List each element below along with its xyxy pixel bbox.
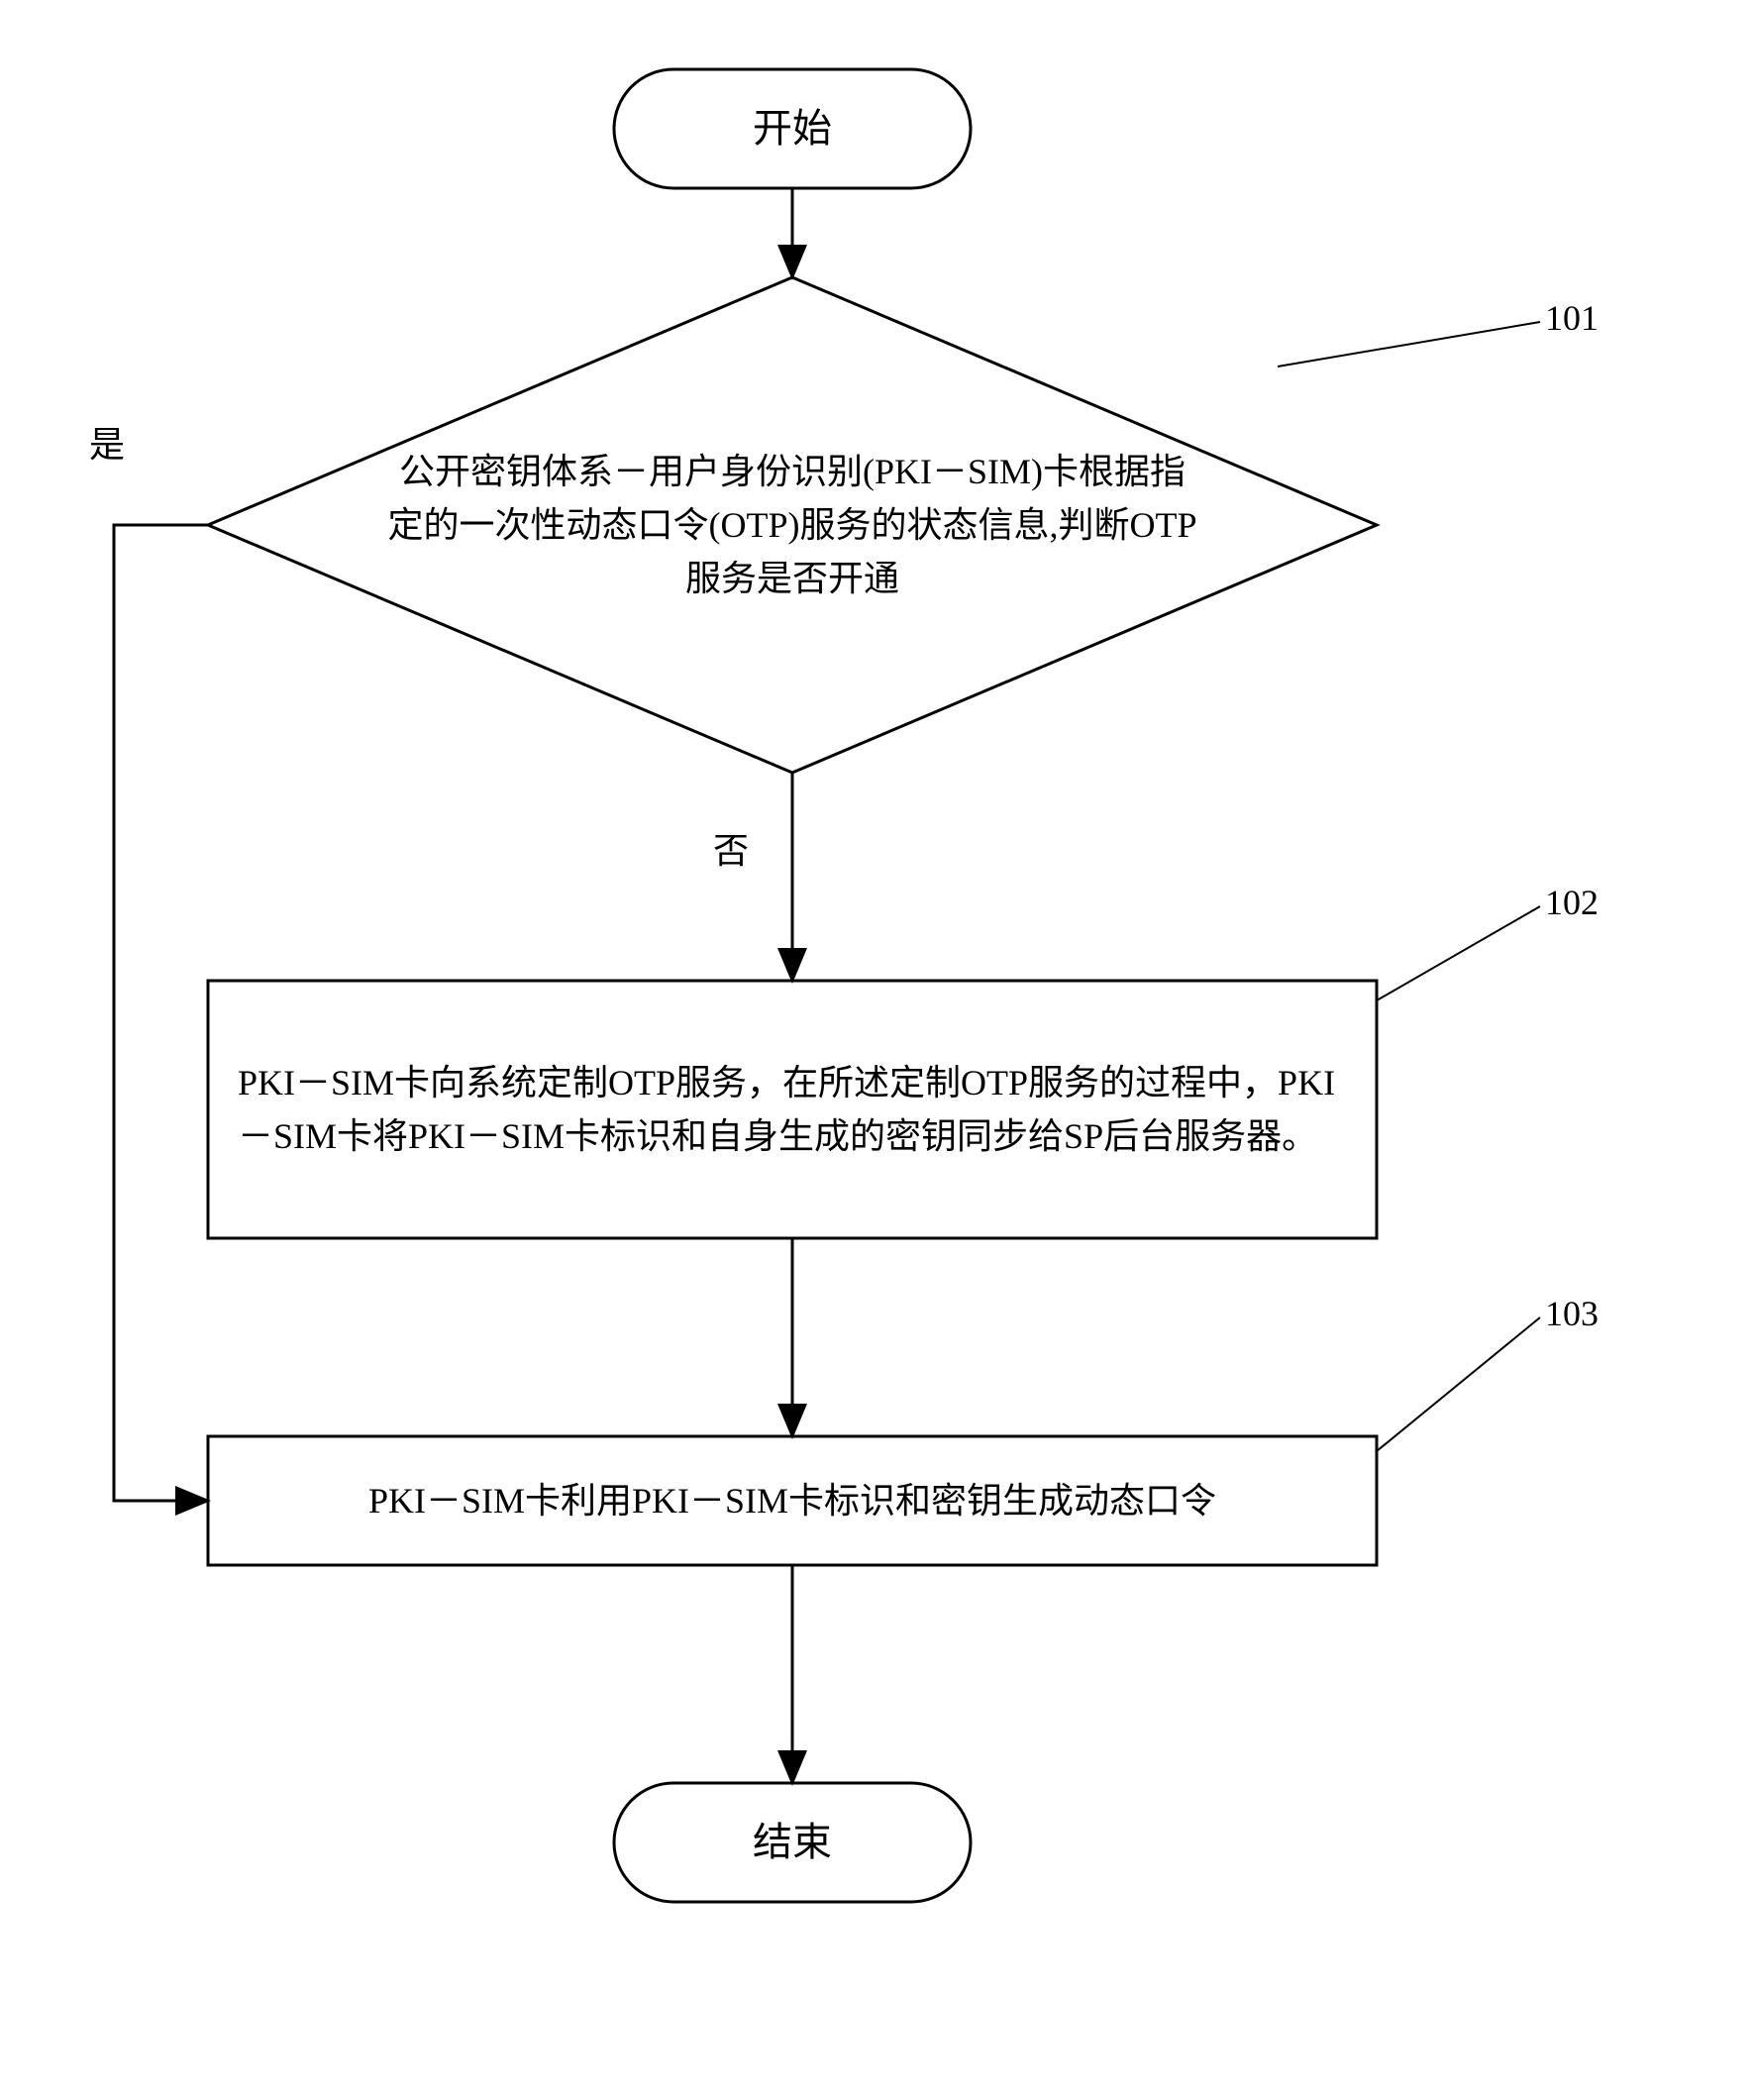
branch-no-label: 否 bbox=[713, 822, 749, 874]
process2-node-text: PKI－SIM卡利用PKI－SIM卡标识和密钥生成动态口令 bbox=[238, 1436, 1347, 1565]
ref-label-102: 102 bbox=[1545, 882, 1598, 923]
process1-node-text: PKI－SIM卡向系统定制OTP服务，在所述定制OTP服务的过程中，PKI－SI… bbox=[238, 991, 1347, 1228]
ref-line-1 bbox=[1377, 906, 1540, 1000]
end-node-text: 结束 bbox=[614, 1783, 971, 1902]
decision-node-text: 公开密钥体系－用户身份识别(PKI－SIM)卡根据指定的一次性动态口令(OTP)… bbox=[386, 426, 1198, 624]
ref-label-103: 103 bbox=[1545, 1293, 1598, 1334]
branch-yes-label: 是 bbox=[89, 416, 125, 468]
start-node-text: 开始 bbox=[614, 69, 971, 188]
ref-line-2 bbox=[1377, 1317, 1540, 1451]
ref-label-101: 101 bbox=[1545, 297, 1598, 339]
ref-line-0 bbox=[1278, 322, 1540, 367]
flow-edge-4 bbox=[114, 525, 208, 1501]
